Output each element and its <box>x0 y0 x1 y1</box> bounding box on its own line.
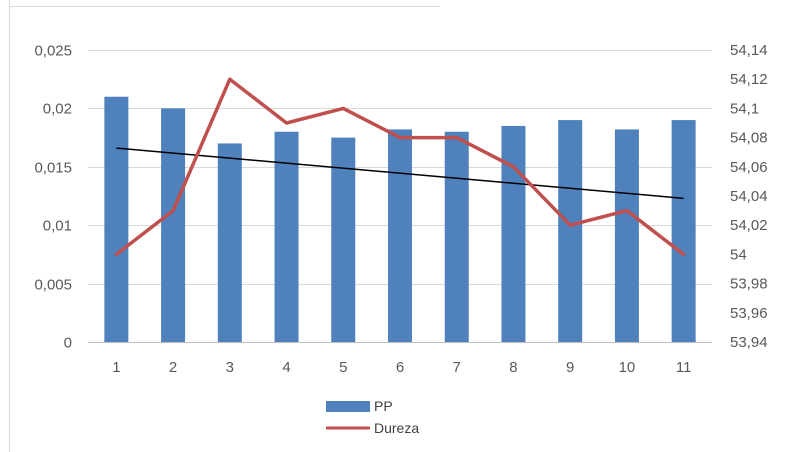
x-axis-tick-label: 11 <box>676 359 692 376</box>
pp-bar <box>274 131 299 342</box>
x-axis-tick-label: 5 <box>339 359 347 376</box>
right-axis-tick-label: 54,02 <box>730 217 768 234</box>
left-axis-tick-label: 0,015 <box>34 160 72 177</box>
left-axis-tick-label: 0,005 <box>34 277 72 294</box>
x-axis-tick-label: 9 <box>566 359 574 376</box>
pp-bars <box>104 96 696 343</box>
dureza-line-group <box>114 77 686 257</box>
x-axis-tick-label: 7 <box>453 359 461 376</box>
pp-bar <box>104 96 129 342</box>
right-axis-tick-label: 53,96 <box>730 305 768 322</box>
x-axis-tick-label: 2 <box>169 359 177 376</box>
pp-bar <box>558 120 583 342</box>
pp-bar <box>388 129 412 342</box>
x-axis-tick-label: 1 <box>112 359 120 376</box>
left-axis-tick-label: 0,01 <box>43 218 72 235</box>
right-axis-tick-label: 54,14 <box>730 42 768 59</box>
dureza-line <box>114 77 686 257</box>
legend-pp-label: PP <box>374 398 393 414</box>
trendline-group <box>116 147 684 200</box>
pp-trendline <box>116 147 684 200</box>
x-axis-tick-label: 4 <box>282 359 290 376</box>
right-axis-tick-label: 54,08 <box>730 130 768 147</box>
right-axis-tick-label: 53,98 <box>730 276 768 293</box>
right-axis-tick-label: 53,94 <box>730 334 768 351</box>
pp-bar <box>161 108 186 343</box>
right-axis-ticks: 53,94 53,96 53,98 54 54,02 54,04 54,06 54,08 54,… <box>730 42 768 351</box>
right-axis-tick-label: 54 <box>730 246 747 263</box>
legend-dureza-label: Dureza <box>374 420 419 436</box>
left-axis-tick-label: 0 <box>64 335 72 352</box>
right-axis-tick-label: 54,1 <box>730 100 759 117</box>
right-axis-tick-label: 54,06 <box>730 159 768 176</box>
pp-bar <box>217 143 242 342</box>
pp-bar <box>444 131 469 342</box>
right-axis-tick-label: 54,04 <box>730 188 768 205</box>
pp-bar <box>331 137 356 342</box>
legend: PP Dureza <box>326 398 419 436</box>
left-axis-ticks: 0 0,005 0,01 0,015 0,02 0,025 <box>34 43 72 352</box>
left-axis-tick-label: 0,025 <box>34 43 72 60</box>
pp-bar <box>614 129 639 342</box>
x-axis-tick-label: 3 <box>226 359 234 376</box>
x-axis-ticks: 1 2 3 4 5 6 7 8 9 10 11 <box>112 359 691 376</box>
x-axis-tick-label: 6 <box>396 359 404 376</box>
x-axis-tick-label: 10 <box>619 359 636 376</box>
x-axis-tick-label: 8 <box>509 359 517 376</box>
legend-pp-swatch <box>326 401 370 412</box>
left-axis-tick-label: 0,02 <box>43 101 72 118</box>
pp-bar <box>671 120 696 342</box>
pp-bar <box>501 125 526 342</box>
right-axis-tick-label: 54,12 <box>730 71 768 88</box>
